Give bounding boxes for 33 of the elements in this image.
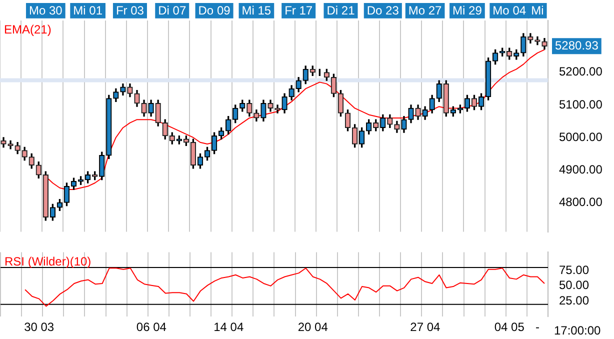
y-tick-label: 5200.00 bbox=[559, 64, 603, 79]
y-tick-label: 25.00 bbox=[559, 294, 590, 308]
y-tick-label: 75.00 bbox=[559, 262, 590, 277]
x-tick-label: Fr 03 bbox=[116, 4, 144, 18]
x-tick-label: Mi bbox=[531, 4, 544, 18]
x-tick-label: 20 04 bbox=[298, 320, 328, 334]
x-tick-label: Di 07 bbox=[158, 4, 186, 18]
x-tick-label: 14 04 bbox=[214, 320, 244, 334]
x-tick-label: 27 04 bbox=[410, 320, 440, 334]
x-tick-label: 04 05 bbox=[494, 320, 525, 334]
text: 17:00:00 bbox=[554, 323, 602, 338]
y-tick-label: 50.00 bbox=[559, 278, 590, 292]
y-tick-label: 5000.00 bbox=[559, 130, 603, 144]
x-tick-label: - bbox=[535, 320, 540, 334]
candlestick bbox=[274, 104, 280, 114]
x-tick-label: Mo 30 bbox=[28, 4, 63, 18]
x-tick-label: 30 03 bbox=[24, 320, 54, 334]
x-tick-label: Mi 15 bbox=[242, 4, 272, 18]
x-tick-label: Do 23 bbox=[366, 4, 400, 18]
x-tick-label: Mi 01 bbox=[73, 4, 103, 18]
y-tick-label: 5100.00 bbox=[559, 97, 603, 112]
x-tick-label: Do 09 bbox=[198, 4, 231, 18]
x-tick-label: Di 21 bbox=[326, 4, 356, 18]
x-tick-label: Mo 27 bbox=[408, 4, 442, 18]
x-tick-label: Mi 29 bbox=[452, 4, 482, 18]
text: EMA(21) bbox=[4, 22, 52, 37]
y-tick-label: 4800.00 bbox=[559, 194, 603, 209]
series-label: RSI (Wilder)(10) bbox=[4, 254, 92, 269]
x-tick-label: Fr 17 bbox=[284, 4, 313, 18]
y-tick-label: 4900.00 bbox=[559, 162, 603, 176]
text: 5280.93 bbox=[555, 38, 599, 52]
x-tick-label: Mo 04 bbox=[492, 4, 526, 18]
x-tick-label: 06 04 bbox=[136, 320, 167, 334]
